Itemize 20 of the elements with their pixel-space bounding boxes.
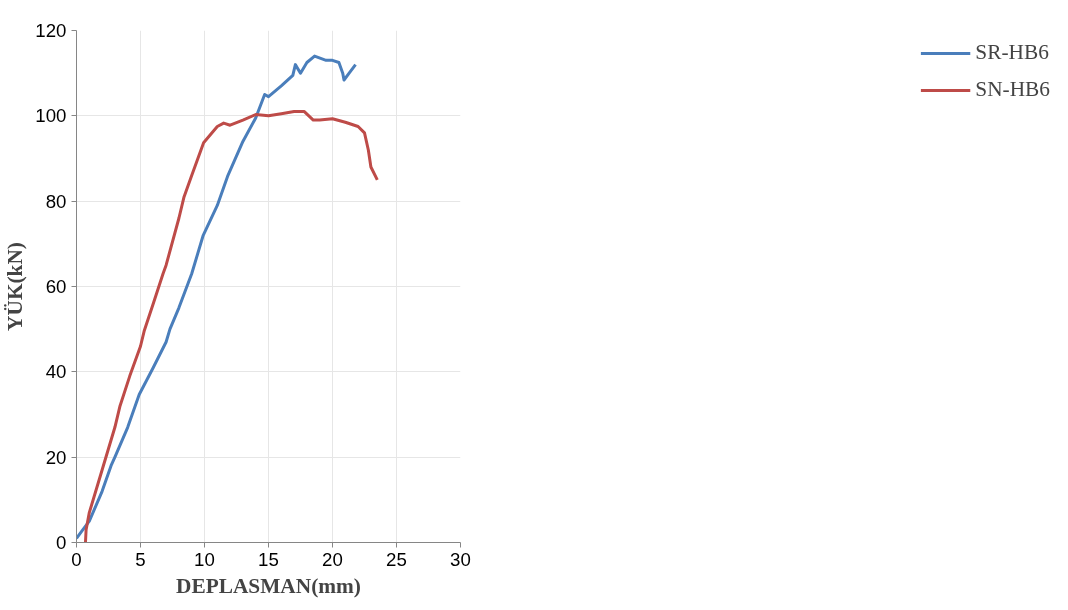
y-tick-label: 20 (45, 446, 67, 468)
x-tick-label: 25 (386, 548, 407, 570)
x-axis-title: DEPLASMAN(mm) (176, 573, 361, 598)
x-tick-label: 10 (194, 548, 215, 570)
legend-label: SN-HB6 (975, 77, 1050, 102)
y-tick-label: 40 (45, 361, 67, 383)
y-tick-label: 60 (45, 276, 67, 297)
y-tick-label: 0 (56, 532, 67, 553)
y-tick-label: 100 (35, 105, 67, 127)
x-tick-label: 30 (450, 548, 471, 570)
x-tick-label: 0 (71, 548, 82, 570)
line-series (76, 54, 358, 540)
x-tick-label: 5 (135, 548, 146, 570)
x-tick-label: 15 (258, 548, 279, 570)
legend-label: SR-HB6 (975, 40, 1049, 65)
y-axis-title: YÜK(kN) (3, 242, 28, 331)
x-tick-label: 20 (322, 548, 343, 570)
line-series (83, 110, 379, 543)
y-tick-label: 80 (45, 190, 67, 212)
y-tick-label: 120 (35, 20, 67, 41)
